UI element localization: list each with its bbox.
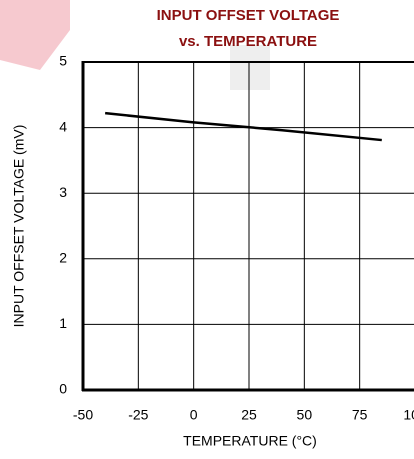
data-line [105,111,382,142]
y-tick-label: 0 [59,381,67,397]
x-tick-label: 0 [190,407,198,423]
y-tick-label: 3 [59,184,67,200]
watermark [230,45,270,90]
chart-subtitle: vs. TEMPERATURE [179,33,317,50]
y-tick-label: 2 [59,250,67,266]
y-tick-label: 5 [59,53,67,69]
watermark [0,0,70,70]
x-tick-label: 100 [403,407,414,423]
x-tick-label: 50 [297,407,313,423]
x-tick-label: -50 [73,407,93,423]
chart-title: INPUT OFFSET VOLTAGE [157,7,340,24]
y-tick-label: 4 [59,118,67,134]
y-tick-label: 1 [59,315,67,331]
x-tick-label: 75 [352,407,368,423]
x-tick-label: -25 [128,407,148,423]
x-tick-label: 25 [241,407,257,423]
y-axis-label: INPUT OFFSET VOLTAGE (mV) [11,125,27,328]
x-axis-label: TEMPERATURE (°C) [183,433,317,449]
